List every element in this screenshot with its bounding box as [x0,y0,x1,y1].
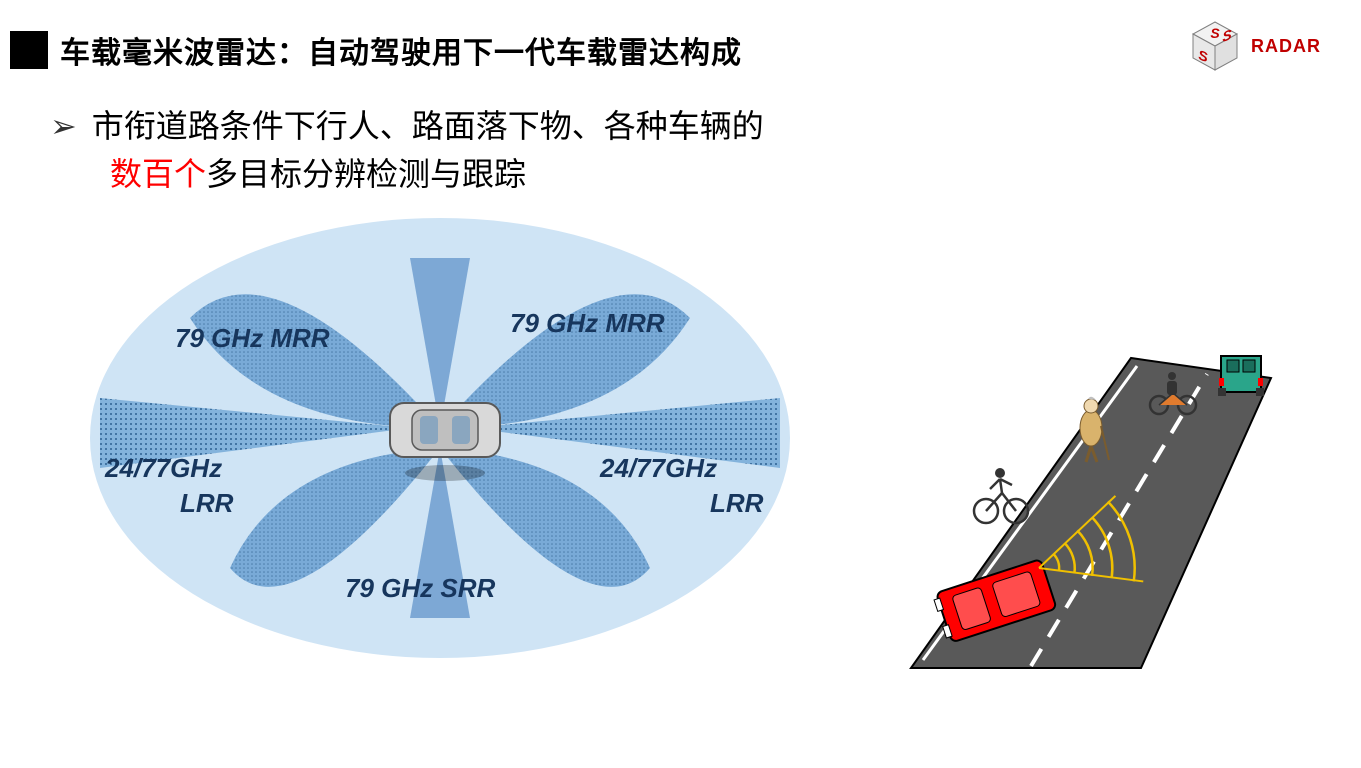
header-marker-box [10,31,48,69]
label-lrr-left-freq: 24/77GHz [105,453,222,484]
title-part2: 自动驾驶用下一代车载雷达构成 [308,37,742,70]
label-lrr-right: LRR [710,488,763,519]
label-lrr-left: LRR [180,488,233,519]
bullet-line2-rest: 多目标分辨检测与跟踪 [206,156,526,192]
road-scene-diagram [881,338,1321,688]
bullet-text-block: ➢ 市衔道路条件下行人、路面落下物、各种车辆的 数百个多目标分辨检测与跟踪 [0,82,1361,198]
radar-coverage-diagram: 79 GHz MRR 79 GHz MRR 24/77GHz LRR 24/77… [70,198,810,678]
title-separator: ： [277,37,308,70]
title-part1: 车载毫米波雷达 [60,37,277,70]
brand-label: RADAR [1251,36,1321,57]
diagrams-area: 79 GHz MRR 79 GHz MRR 24/77GHz LRR 24/77… [0,198,1361,718]
svg-text:S: S [1210,25,1220,41]
label-srr: 79 GHz SRR [345,573,495,604]
dice-logo-icon: S S S [1187,18,1243,74]
truck-icon [1218,356,1264,396]
bullet-line1: ➢ 市衔道路条件下行人、路面落下物、各种车辆的 [50,102,1301,150]
brand-logo: S S S RADAR [1187,18,1321,74]
bullet-line1-text: 市衔道路条件下行人、路面落下物、各种车辆的 [92,108,764,144]
bullet-arrow-icon: ➢ [50,102,77,150]
label-mrr-right: 79 GHz MRR [510,308,665,339]
slide-header: 车载毫米波雷达：自动驾驶用下一代车载雷达构成 S S S RADAR [0,0,1361,82]
bullet-line2: 数百个多目标分辨检测与跟踪 [50,150,1301,198]
label-lrr-right-freq: 24/77GHz [600,453,717,484]
slide-title: 车载毫米波雷达：自动驾驶用下一代车载雷达构成 [60,28,742,72]
label-mrr-left: 79 GHz MRR [175,323,330,354]
svg-text:S: S [1198,48,1208,67]
bullet-line2-red: 数百个 [110,156,206,192]
